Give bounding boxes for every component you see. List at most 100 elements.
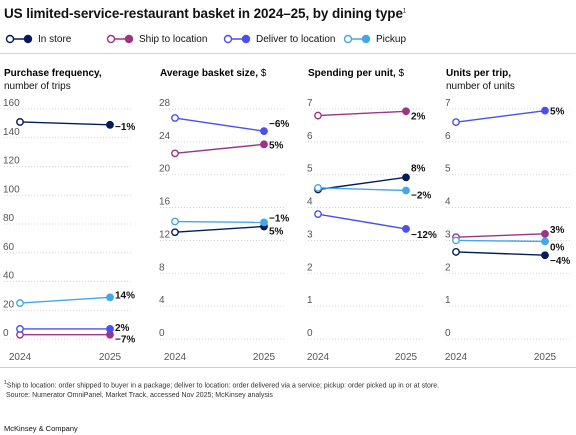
data-point-2025 bbox=[106, 120, 114, 129]
data-point-2024 bbox=[171, 149, 179, 158]
y-tick-label: 4 bbox=[445, 197, 451, 208]
data-point-2025 bbox=[402, 173, 410, 182]
legend-swatch bbox=[5, 34, 33, 44]
panel-title: Average basket size, $ bbox=[160, 68, 267, 79]
change-label: 5% bbox=[269, 140, 284, 151]
series-line bbox=[19, 121, 111, 126]
brand-name: McKinsey & Company bbox=[4, 424, 78, 433]
title-footnote-marker: 1 bbox=[402, 8, 407, 15]
panel-title-text: Spending per unit, bbox=[308, 68, 396, 79]
y-tick-label: 6 bbox=[445, 131, 451, 142]
panel-4: Units per trip, number of units 0 1 2 3 4 5 6 7 20… bbox=[445, 68, 571, 363]
x-tick-label: 2025 bbox=[99, 352, 122, 363]
panel-title-unit: $ bbox=[396, 68, 405, 79]
legend-label: In store bbox=[38, 33, 72, 45]
legend-swatch-open-marker bbox=[5, 34, 15, 44]
data-point-2025 bbox=[541, 229, 549, 238]
data-point-2024 bbox=[452, 236, 460, 245]
y-tick-label: 2 bbox=[307, 262, 313, 273]
footnote-definition: 1Ship to location: order shipped to buye… bbox=[4, 378, 439, 391]
data-point-2025 bbox=[402, 186, 410, 195]
panel-title-text: Units per trip, bbox=[446, 68, 511, 79]
series-line bbox=[455, 251, 546, 256]
data-point-2025 bbox=[106, 325, 114, 333]
data-point-2025 bbox=[260, 127, 268, 136]
data-point-2024 bbox=[452, 248, 460, 256]
data-point-2024 bbox=[16, 299, 24, 307]
data-point-2024 bbox=[171, 217, 179, 226]
y-tick-label: 4 bbox=[307, 197, 313, 208]
change-label: 5% bbox=[269, 226, 284, 237]
change-label: 2% bbox=[115, 323, 130, 334]
x-tick-label: 2025 bbox=[395, 352, 418, 363]
series-line bbox=[174, 117, 265, 132]
y-tick-label: 28 bbox=[159, 98, 171, 109]
x-tick-label: 2024 bbox=[9, 352, 32, 363]
y-tick-label: 4 bbox=[159, 295, 165, 306]
y-tick-label: 24 bbox=[159, 131, 171, 142]
panel-title-unit: $ bbox=[258, 68, 267, 79]
y-tick-label: 6 bbox=[307, 131, 313, 142]
data-point-2024 bbox=[171, 228, 179, 237]
y-tick-label: 20 bbox=[159, 164, 171, 175]
change-label: −12% bbox=[411, 230, 437, 241]
y-tick-label: 80 bbox=[3, 213, 15, 224]
data-point-2025 bbox=[541, 251, 549, 260]
series-line bbox=[174, 143, 265, 155]
change-label: 14% bbox=[115, 290, 135, 301]
legend-label: Pickup bbox=[376, 33, 407, 45]
y-tick-label: 7 bbox=[445, 98, 451, 109]
series-line bbox=[317, 176, 407, 191]
y-tick-label: 40 bbox=[3, 271, 15, 282]
legend-item: In store bbox=[4, 32, 71, 46]
series-line bbox=[317, 213, 407, 230]
y-tick-label: 120 bbox=[3, 156, 20, 167]
panel-subtitle: number of trips bbox=[4, 81, 71, 92]
legend-divider bbox=[0, 53, 576, 54]
legend-item: Deliver to location bbox=[222, 32, 335, 46]
y-tick-label: 3 bbox=[445, 229, 451, 240]
y-tick-label: 8 bbox=[159, 262, 165, 273]
change-label: −2% bbox=[411, 190, 431, 201]
y-tick-label: 0 bbox=[307, 328, 313, 339]
data-point-2024 bbox=[314, 210, 322, 219]
change-label: 2% bbox=[411, 111, 426, 122]
chart-title: US limited-service-restaurant basket in … bbox=[4, 6, 406, 21]
y-tick-label: 2 bbox=[445, 262, 451, 273]
footnote: 1Ship to location: order shipped to buye… bbox=[4, 378, 439, 401]
data-point-2024 bbox=[452, 118, 460, 127]
data-point-2024 bbox=[16, 325, 24, 333]
panel-subtitle: number of units bbox=[446, 81, 515, 92]
legend-swatch-filled-marker bbox=[124, 34, 134, 44]
x-tick-label: 2025 bbox=[534, 352, 557, 363]
series-line bbox=[455, 233, 546, 238]
series-line bbox=[19, 296, 111, 304]
chart-title-text: US limited-service-restaurant basket in … bbox=[4, 6, 403, 21]
y-tick-label: 0 bbox=[3, 328, 9, 339]
footnote-source: Source: Numerator OmniPanel, Market Trac… bbox=[6, 392, 273, 400]
legend-item: Pickup bbox=[342, 32, 406, 46]
change-label: −7% bbox=[115, 335, 135, 346]
y-tick-label: 140 bbox=[3, 127, 20, 138]
legend-label: Deliver to location bbox=[256, 33, 336, 45]
footer-divider bbox=[0, 367, 576, 368]
y-tick-label: 5 bbox=[307, 164, 313, 175]
legend-swatch-filled-marker bbox=[241, 34, 251, 44]
data-point-2025 bbox=[541, 237, 549, 246]
change-label: −1% bbox=[115, 122, 135, 133]
data-point-2024 bbox=[314, 183, 322, 192]
series-line bbox=[317, 110, 407, 117]
change-label: −6% bbox=[269, 119, 289, 130]
panel-title-text: Average basket size, bbox=[160, 68, 258, 79]
legend-swatch bbox=[343, 34, 371, 44]
change-label: 3% bbox=[550, 225, 565, 236]
y-tick-label: 12 bbox=[159, 229, 171, 240]
y-tick-label: 160 bbox=[3, 98, 20, 109]
footnote-text: Ship to location: order shipped to buyer… bbox=[6, 382, 440, 390]
data-point-2025 bbox=[402, 225, 410, 233]
series-line bbox=[317, 187, 407, 192]
legend-swatch bbox=[106, 34, 134, 44]
change-label: −1% bbox=[269, 213, 289, 224]
legend-swatch-filled-marker bbox=[23, 34, 33, 44]
